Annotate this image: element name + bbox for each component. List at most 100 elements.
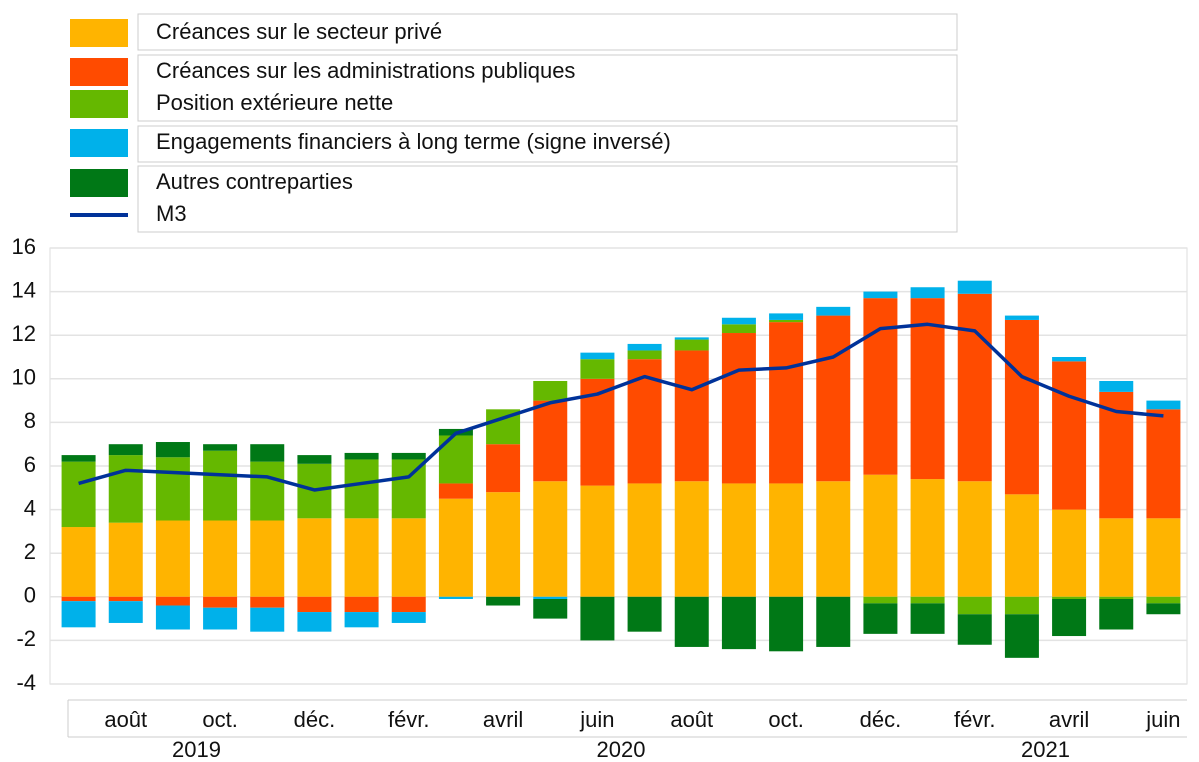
legend-swatch (70, 129, 128, 157)
y-tick-label: 8 (24, 408, 36, 433)
bar-segment (721, 596, 756, 650)
bar-segment (438, 498, 473, 597)
legend-frame (137, 54, 958, 122)
bar-segment (297, 455, 332, 464)
bar-segment (344, 459, 379, 519)
bar-segment (533, 598, 568, 619)
x-tick-label: févr. (954, 707, 996, 732)
bar-segment (391, 518, 426, 597)
legend-label: Créances sur le secteur privé (156, 19, 442, 44)
bar-segment (1099, 598, 1134, 630)
y-tick-label: -2 (16, 626, 36, 651)
bar-segment (957, 280, 992, 294)
bar-segment (910, 596, 945, 604)
x-tick-label: août (670, 707, 713, 732)
bar-segment (627, 350, 662, 360)
bar-segment (863, 474, 898, 597)
bar-segment (863, 291, 898, 299)
bar-segment (391, 612, 426, 623)
bar-segment (910, 287, 945, 299)
bar-segment (438, 596, 473, 599)
bar-segment (250, 596, 285, 608)
bar-segment (108, 596, 143, 602)
x-tick-label: déc. (860, 707, 902, 732)
bar-segment (1099, 380, 1134, 392)
bar-segment (1052, 361, 1087, 510)
bar-segment (1146, 596, 1181, 604)
bar-segment (627, 343, 662, 351)
bar-segment (627, 483, 662, 597)
bar-segment (297, 612, 332, 632)
legend-frame (137, 125, 958, 163)
bar-segment (61, 527, 96, 597)
legend-swatch (70, 90, 128, 118)
bar-segment (533, 400, 568, 482)
y-tick-label: 16 (12, 234, 36, 259)
legend-swatch (70, 58, 128, 86)
bar-segment (674, 481, 709, 597)
y-tick-label: 4 (24, 495, 36, 520)
bar-segment (438, 483, 473, 499)
bar-segment (108, 455, 143, 523)
legend-swatch (70, 169, 128, 197)
y-tick-label: 12 (12, 321, 36, 346)
bar-segment (486, 444, 521, 493)
bar-segment (816, 315, 851, 482)
bar-segment (580, 359, 615, 379)
bar-segment (1004, 319, 1039, 495)
y-tick-label: 10 (12, 365, 36, 390)
bar-segment (816, 596, 851, 647)
bar-segment (391, 459, 426, 519)
y-tick-label: 2 (24, 539, 36, 564)
bar-segment (957, 596, 992, 615)
bar-segment (1146, 518, 1181, 597)
bar-segment (1004, 315, 1039, 320)
bar-segment (1099, 518, 1134, 597)
bar-segment (155, 442, 190, 458)
x-tick-label: août (104, 707, 147, 732)
bar-segment (674, 596, 709, 647)
legend-label: Position extérieure nette (156, 90, 393, 115)
bar-segment (1146, 400, 1181, 410)
bar-segment (816, 306, 851, 316)
bar-segment (1004, 596, 1039, 615)
bar-segment (910, 298, 945, 480)
bar-segment (108, 444, 143, 456)
x-tick-label: juin (579, 707, 614, 732)
bar-segment (203, 450, 238, 521)
bar-segment (721, 324, 756, 334)
bar-segment (533, 380, 568, 401)
bar-segment (816, 481, 851, 597)
bar-segment (203, 520, 238, 597)
x-group-label: 2021 (1021, 737, 1070, 762)
bar-segment (769, 313, 804, 320)
bar-segment (674, 339, 709, 351)
bar-segment (203, 596, 238, 608)
bar-segment (344, 596, 379, 613)
bar-segment (61, 461, 96, 528)
line (78, 322, 1164, 492)
y-tick-label: -4 (16, 670, 36, 695)
bar-segment (108, 601, 143, 623)
bar-segment (155, 457, 190, 521)
bar-segment (61, 455, 96, 462)
bar-segment (769, 322, 804, 484)
bar-segment (580, 485, 615, 597)
x-tick-label: déc. (294, 707, 336, 732)
bar-segment (863, 298, 898, 475)
legend-label: Engagements financiers à long terme (sig… (156, 129, 671, 154)
bar-segment (721, 483, 756, 597)
bar-segment (250, 444, 285, 462)
x-tick-label: avril (483, 707, 523, 732)
x-tick-label: juin (1145, 707, 1180, 732)
legend-label: M3 (156, 201, 187, 226)
bar-segment (910, 603, 945, 634)
y-tick-label: 14 (12, 277, 36, 302)
bar-segment (721, 333, 756, 484)
bar-segment (769, 483, 804, 597)
y-tick-label: 6 (24, 452, 36, 477)
bar-segment (61, 601, 96, 628)
bar-segment (957, 614, 992, 645)
bar-segment (155, 605, 190, 630)
bar-segment (1052, 357, 1087, 362)
